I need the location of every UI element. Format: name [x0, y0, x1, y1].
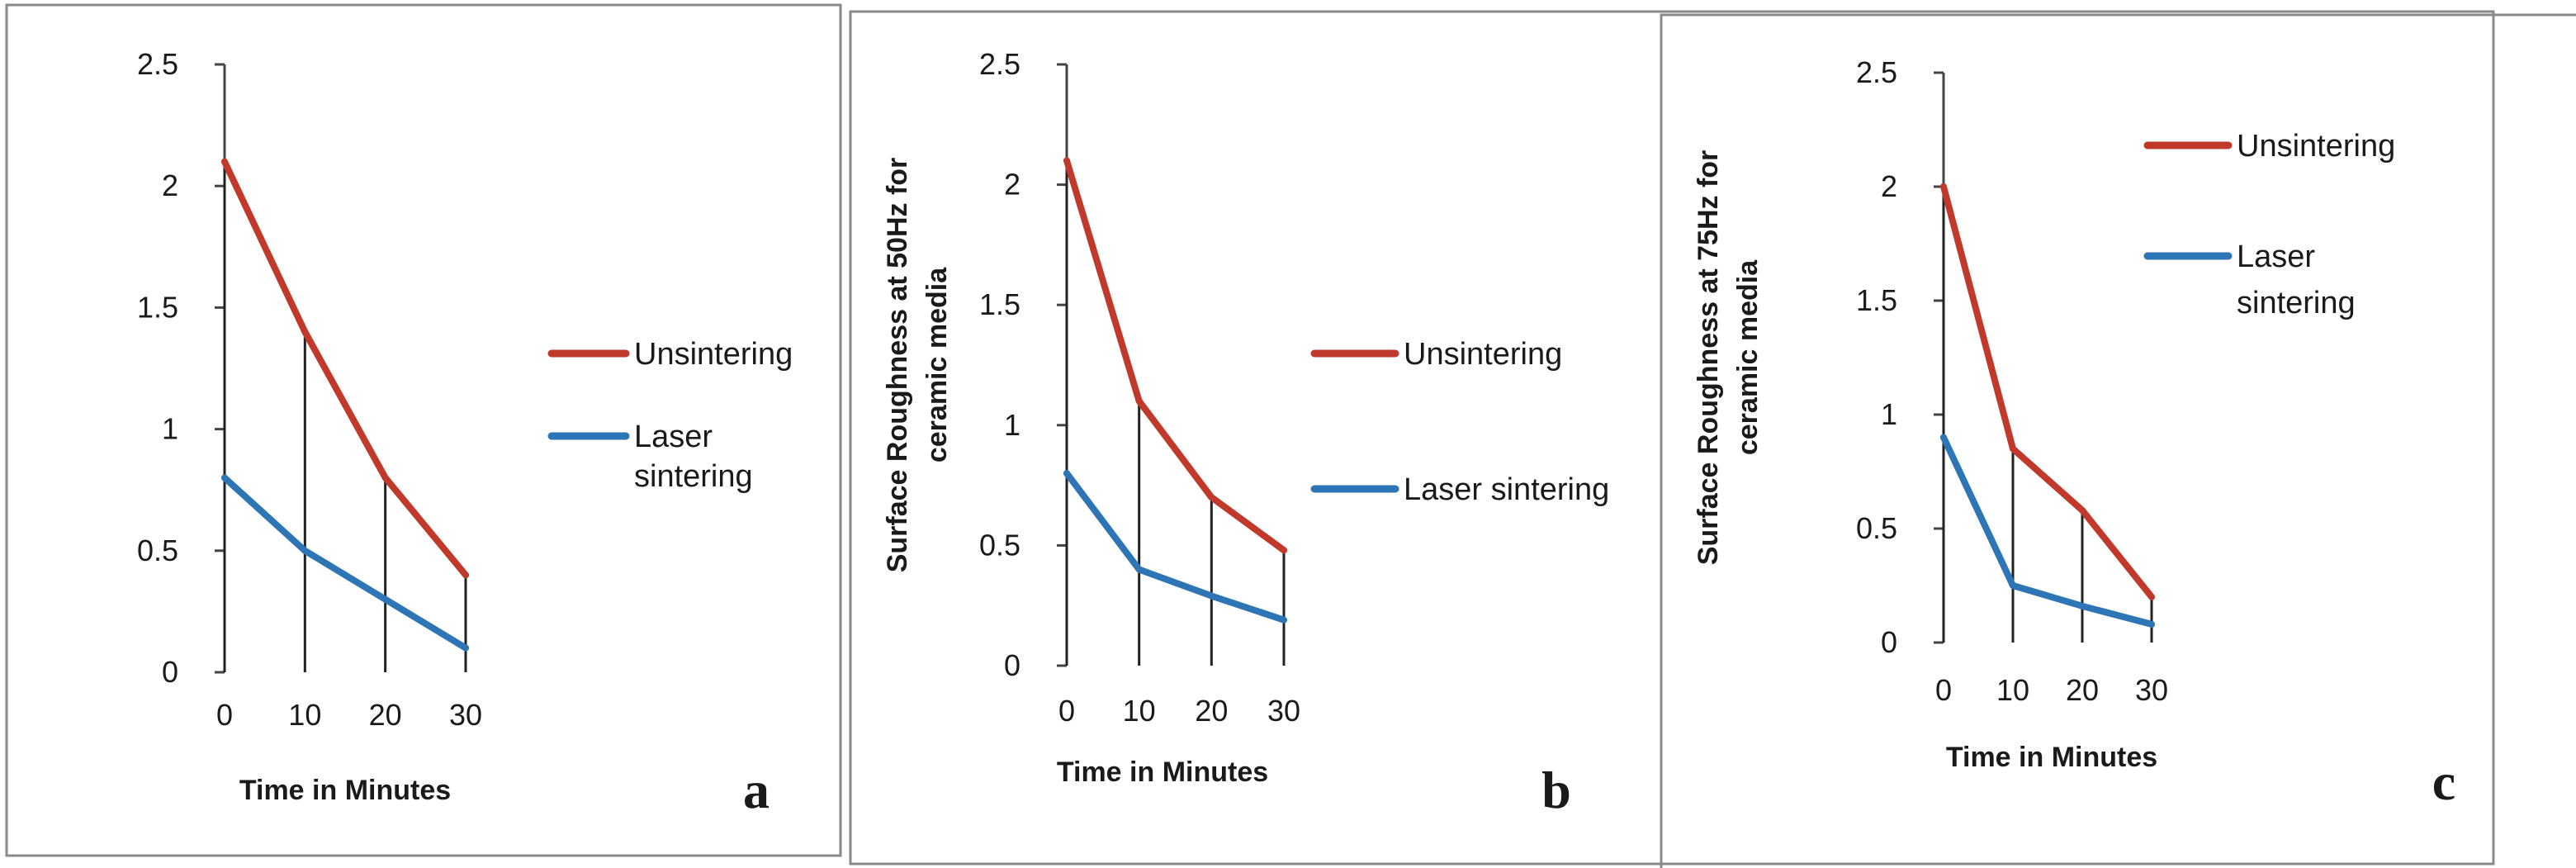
y-tick-label: 1: [1004, 408, 1020, 442]
y-tick-label: 0.5: [979, 528, 1020, 562]
data-point: [1940, 434, 1947, 441]
y-tick-label: 0: [1004, 648, 1020, 682]
data-point: [381, 474, 389, 481]
data-point: [2148, 620, 2155, 628]
data-point: [2079, 506, 2086, 514]
x-tick-label: 0: [1058, 694, 1075, 728]
y-tick-label: 1.5: [137, 290, 178, 324]
data-point: [301, 547, 309, 554]
x-tick-label: 0: [1935, 673, 1952, 707]
data-point: [1208, 494, 1215, 501]
data-point: [221, 474, 228, 481]
x-tick-label: 10: [288, 698, 321, 732]
data-point: [301, 328, 309, 335]
panel-frame: [5, 3, 842, 857]
y-axis-title: Surface Roughness at 75Hz for: [1693, 150, 1724, 566]
series-line-laser-sintering: [221, 474, 469, 652]
y-tick-label: 1: [162, 412, 178, 446]
panel-frame: [849, 10, 2495, 866]
y-tick-label: 0.5: [1856, 511, 1897, 545]
y-tick-label: 1.5: [979, 287, 1020, 321]
x-tick-label: 20: [369, 698, 402, 732]
panel-frame: [1660, 13, 2576, 868]
data-point: [1208, 592, 1215, 600]
panel-letter: b: [1541, 761, 1571, 819]
x-tick-label: 30: [449, 698, 482, 732]
panel-letter: a: [743, 761, 769, 819]
x-tick-label: 20: [1195, 694, 1228, 728]
legend-label: Laser sintering: [1404, 472, 1609, 507]
data-point: [2010, 445, 2016, 453]
data-point: [1940, 183, 1947, 190]
x-tick-label: 30: [2135, 673, 2168, 707]
legend-label: Unsintering: [1404, 337, 1562, 372]
series-line-unsintering: [1063, 157, 1287, 554]
y-tick-label: 2.5: [137, 47, 178, 81]
data-point: [1135, 397, 1143, 405]
x-tick-label: 10: [1996, 673, 2029, 707]
legend-label: Laser: [634, 420, 713, 454]
series-line-laser-sintering: [1063, 470, 1287, 624]
data-point: [381, 595, 389, 603]
data-point: [2079, 602, 2086, 609]
x-tick-label: 10: [1123, 694, 1156, 728]
x-tick-label: 0: [216, 698, 233, 732]
y-tick-label: 2.5: [979, 47, 1020, 81]
x-axis-title: Time in Minutes: [1057, 757, 1268, 788]
y-axis-title: ceramic media: [1732, 259, 1764, 455]
data-point: [221, 158, 228, 165]
y-tick-label: 0: [162, 655, 178, 689]
legend-label: Unsintering: [634, 337, 793, 372]
data-point: [462, 644, 469, 652]
y-axis-title: ceramic media: [921, 267, 953, 462]
legend-label: Laser: [2237, 240, 2315, 274]
legend-label: Unsintering: [2237, 129, 2395, 164]
panel-letter: c: [2432, 752, 2455, 811]
y-tick-label: 2: [1881, 169, 1897, 203]
y-tick-label: 2: [1004, 168, 1020, 202]
series-line-unsintering: [1940, 183, 2155, 600]
y-tick-label: 1: [1881, 397, 1897, 431]
data-point: [2010, 582, 2016, 589]
chart-panel-a: 0 0.5 1 1.5 2 2.5 0 10 20 30 Time in Minutes Unsint…: [5, 3, 842, 857]
data-point: [1135, 566, 1143, 573]
data-point: [1063, 157, 1070, 164]
y-tick-label: 2: [162, 168, 178, 202]
x-tick-label: 30: [1267, 694, 1300, 728]
data-point: [2148, 593, 2155, 600]
legend-label: sintering: [634, 459, 753, 494]
x-axis-title: Time in Minutes: [239, 775, 451, 806]
data-point: [1281, 616, 1287, 624]
data-point: [1063, 470, 1070, 477]
data-point: [462, 572, 469, 579]
series-line-laser-sintering: [1940, 434, 2155, 628]
y-axis-title: Surface Roughness at 50Hz for: [882, 158, 913, 573]
data-point: [1281, 547, 1287, 554]
y-tick-label: 0: [1881, 625, 1897, 659]
x-axis-title: Time in Minutes: [1946, 742, 2157, 773]
series-line-unsintering: [221, 158, 469, 579]
chart-panel-c: 0 0.5 1 1.5 2 2.5 0 10 20 30 Time in Minutes Surfac…: [1660, 13, 2576, 868]
y-tick-label: 2.5: [1856, 55, 1897, 89]
legend-label: sintering: [2237, 286, 2356, 320]
y-tick-label: 0.5: [137, 534, 178, 567]
y-tick-label: 1.5: [1856, 283, 1897, 317]
x-tick-label: 20: [2066, 673, 2099, 707]
